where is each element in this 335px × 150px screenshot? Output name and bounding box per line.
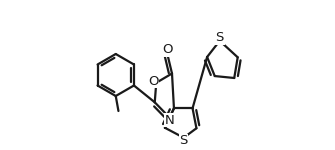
Text: N: N	[164, 114, 174, 126]
Text: O: O	[162, 43, 172, 56]
Text: S: S	[215, 31, 224, 44]
Text: O: O	[148, 75, 159, 88]
Text: S: S	[179, 134, 188, 147]
